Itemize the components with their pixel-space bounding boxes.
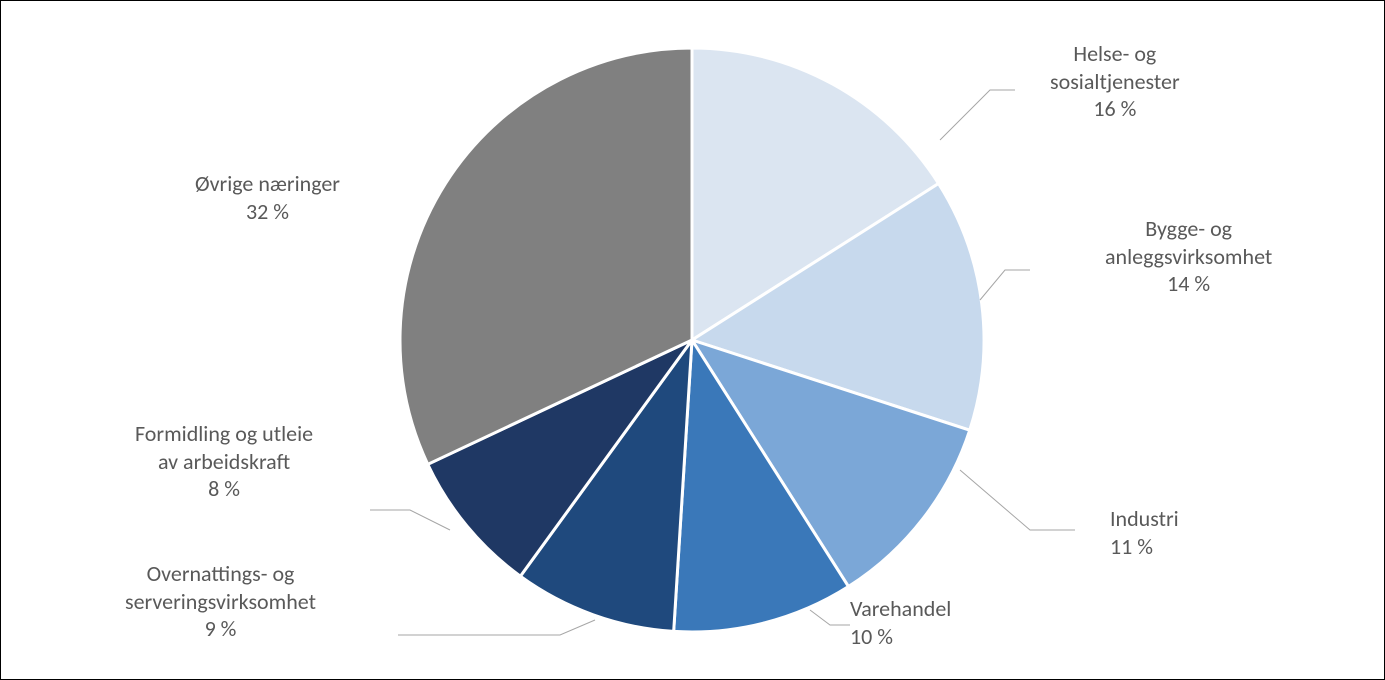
- pie-chart-svg: [0, 0, 1385, 680]
- pie-chart-container: Helse- og sosialtjenester 16 %Bygge- og …: [0, 0, 1385, 680]
